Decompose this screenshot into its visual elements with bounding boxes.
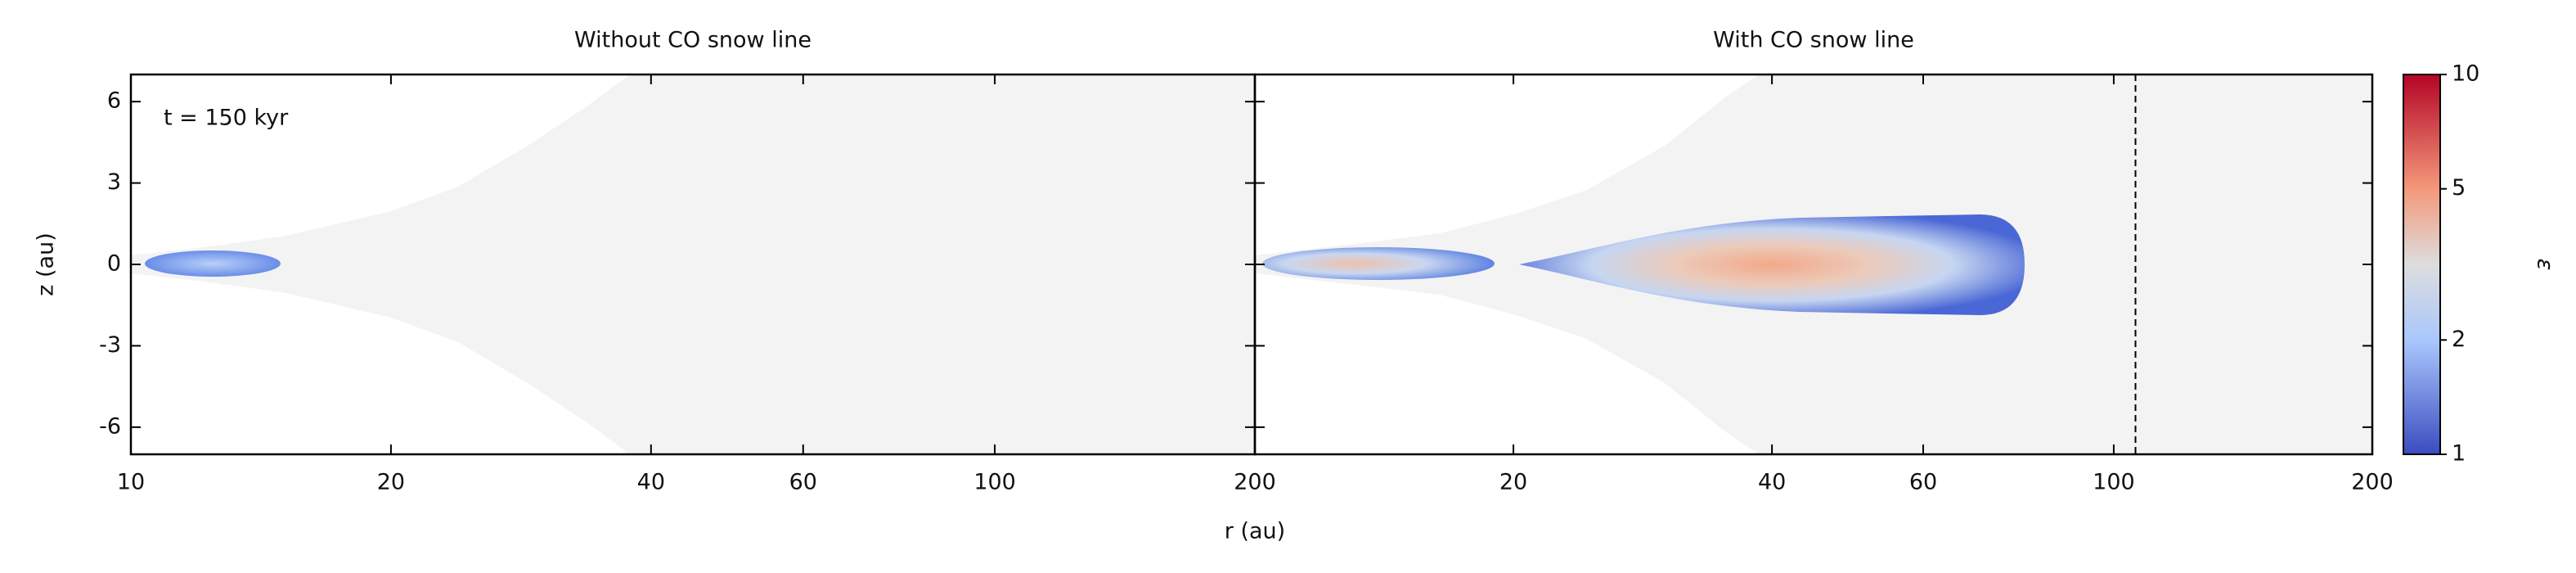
x-tick-label: 20 [377,470,405,495]
x-tick-label: 60 [1909,470,1937,495]
y-axis-label: z (au) [34,232,59,296]
x-tick-label: 10 [117,470,145,495]
heat-blob [145,250,281,277]
colorbar-tick-label: 10 [2452,61,2479,87]
y-tick-label: 3 [107,169,121,195]
heat-blob [1519,214,2025,315]
envelope [131,74,1255,454]
annotation: t = 150 kyr [164,106,289,131]
x-tick-label: 40 [1758,470,1786,495]
y-tick-label: -3 [99,332,121,358]
x-tick-label: 60 [789,470,817,495]
x-tick-label: 100 [2093,470,2135,495]
x-tick-label: 100 [973,470,1016,495]
colorbar-tick-label: 2 [2452,327,2466,352]
x-tick-label: 20 [1499,470,1527,495]
y-tick-label: -6 [99,413,121,439]
x-tick-label: 200 [2351,470,2394,495]
heat-blob [1262,247,1495,280]
y-tick-label: 0 [107,251,121,277]
x-tick-label: 200 [1234,470,1276,495]
colorbar [2403,74,2441,455]
colorbar-label: ε [2533,259,2558,271]
panel-title: Without CO snow line [574,28,811,53]
x-axis-label: r (au) [1225,519,1285,544]
y-tick-label: 6 [107,88,121,114]
panel-title: With CO snow line [1713,28,1914,53]
x-tick-label: 40 [637,470,665,495]
colorbar-tick-label: 5 [2452,175,2466,201]
colorbar-tick-label: 1 [2452,441,2466,467]
